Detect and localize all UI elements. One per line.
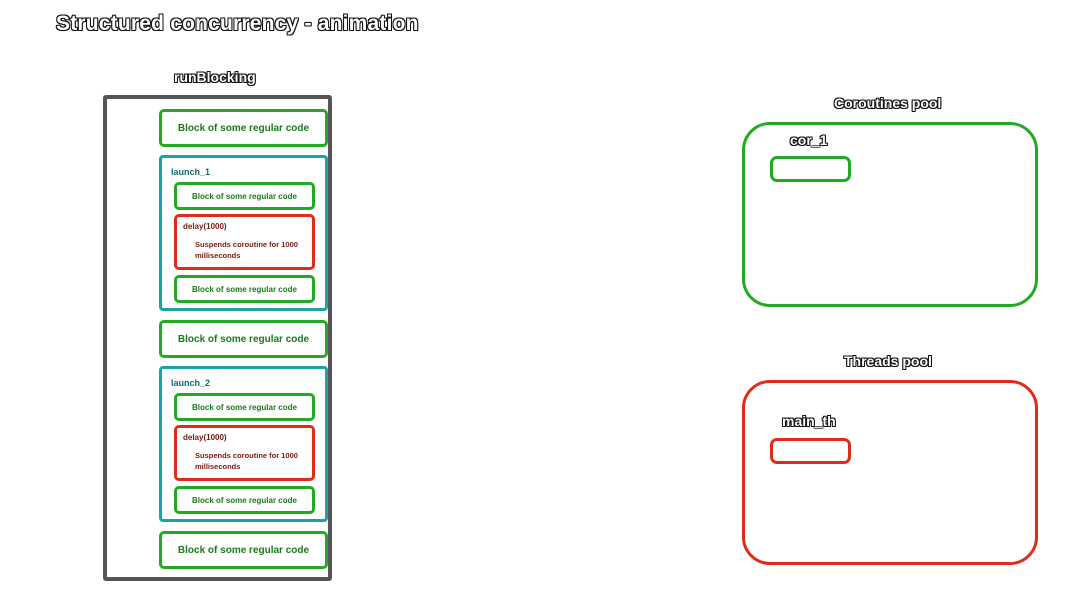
launch-1-delay-label: delay(1000)	[183, 222, 227, 231]
launch-1-delay-description: Suspends coroutine for 1000 milliseconds	[195, 240, 298, 260]
regular-code-block-3-label: Block of some regular code	[177, 544, 310, 556]
diagram-title: Structured concurrency - animation	[56, 12, 419, 35]
coroutines-pool-label: Coroutines pool	[834, 95, 942, 111]
thread-item-label: main_th	[782, 413, 836, 429]
threads-pool-container	[742, 380, 1038, 565]
regular-code-block-1: Block of some regular code	[159, 109, 328, 147]
launch-2-delay-description: Suspends coroutine for 1000 milliseconds	[195, 451, 298, 471]
launch-1-regular-code-block-1: Block of some regular code	[174, 182, 315, 210]
regular-code-block-2-label: Block of some regular code	[177, 333, 310, 345]
regular-code-block-2: Block of some regular code	[159, 320, 328, 358]
launch-2-delay-label: delay(1000)	[183, 433, 227, 442]
launch-1-regular-code-block-1-label: Block of some regular code	[192, 191, 297, 201]
launch-1-regular-code-block-2: Block of some regular code	[174, 275, 315, 303]
threads-pool-label: Threads pool	[844, 353, 932, 369]
run-blocking-container	[103, 95, 332, 581]
launch-1-regular-code-block-2-label: Block of some regular code	[192, 284, 297, 294]
launch-1-delay-block: delay(1000) Suspends coroutine for 1000 …	[174, 214, 315, 270]
coroutine-item-label: cor_1	[790, 132, 828, 148]
launch-2-delay-block: delay(1000) Suspends coroutine for 1000 …	[174, 425, 315, 481]
run-blocking-label: runBlocking	[174, 69, 256, 85]
regular-code-block-3: Block of some regular code	[159, 531, 328, 569]
thread-item-main-th	[770, 438, 851, 464]
launch-2-label: launch_2	[171, 378, 211, 388]
launch-2-regular-code-block-1: Block of some regular code	[174, 393, 315, 421]
regular-code-block-1-label: Block of some regular code	[177, 122, 310, 134]
coroutines-pool-container	[742, 122, 1038, 307]
launch-2-regular-code-block-2: Block of some regular code	[174, 486, 315, 514]
launch-2-regular-code-block-1-label: Block of some regular code	[192, 402, 297, 412]
launch-1-label: launch_1	[171, 167, 211, 177]
launch-2-container: launch_2 Block of some regular code dela…	[159, 366, 328, 522]
coroutine-item-cor-1	[770, 156, 851, 182]
launch-2-regular-code-block-2-label: Block of some regular code	[192, 495, 297, 505]
launch-1-container: launch_1 Block of some regular code dela…	[159, 155, 328, 311]
